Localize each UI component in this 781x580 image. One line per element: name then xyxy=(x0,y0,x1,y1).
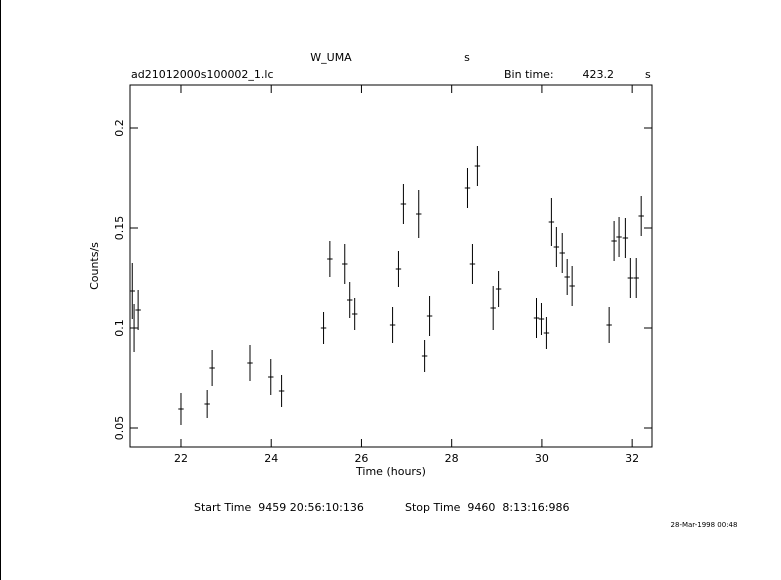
bin-label: Bin time: xyxy=(504,68,554,81)
subtitle: ad21012000s100002_1.lc xyxy=(131,68,274,81)
title-unit: s xyxy=(464,51,470,64)
y-tick-label: 0.2 xyxy=(113,119,126,137)
bin-unit: s xyxy=(645,68,651,81)
x-tick-label: 28 xyxy=(445,452,459,465)
y-tick-label: 0.1 xyxy=(113,319,126,337)
x-tick-label: 32 xyxy=(625,452,639,465)
x-tick-label: 22 xyxy=(174,452,188,465)
plot-frame xyxy=(129,84,653,448)
y-axis-label: Counts/s xyxy=(88,242,101,290)
bin-value: 423.2 xyxy=(583,68,615,81)
y-tick-label: 0.05 xyxy=(113,416,126,441)
x-tick-label: 26 xyxy=(354,452,368,465)
chart-title: W_UMA xyxy=(310,51,352,64)
timestamp: 28-Mar-1998 00:48 xyxy=(671,521,738,529)
stop-time: Stop Time 9460 8:13:16:986 xyxy=(405,501,570,514)
x-tick-label: 24 xyxy=(264,452,278,465)
x-axis-label: Time (hours) xyxy=(355,465,426,478)
start-time: Start Time 9459 20:56:10:136 xyxy=(194,501,364,514)
y-tick-label: 0.15 xyxy=(113,216,126,241)
x-tick-label: 30 xyxy=(535,452,549,465)
